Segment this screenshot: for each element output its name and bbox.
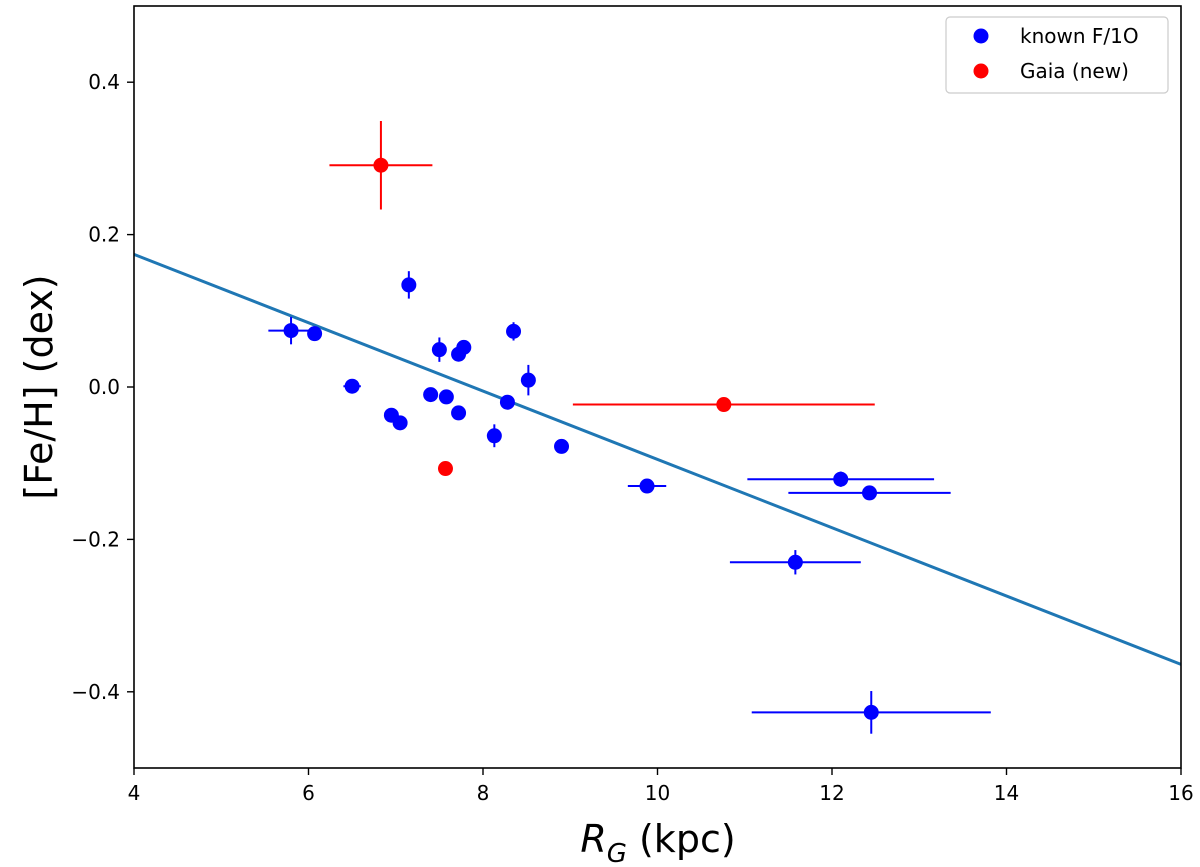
y-tick-label: 0.4 <box>88 70 120 94</box>
data-point-known <box>344 378 360 394</box>
x-tick-label: 14 <box>994 781 1019 805</box>
legend-marker-gaia <box>973 63 989 79</box>
y-tick-label: −0.4 <box>71 680 120 704</box>
data-point-known <box>639 478 655 494</box>
errorbar-layer <box>268 121 991 734</box>
data-point-gaia <box>716 397 732 413</box>
legend-marker-known <box>973 28 989 44</box>
x-tick-label: 6 <box>302 781 315 805</box>
data-point-known <box>833 471 849 487</box>
legend-label-known: known F/1O <box>1020 24 1139 48</box>
x-tick-label: 8 <box>477 781 490 805</box>
data-point-known <box>486 428 502 444</box>
data-point-known <box>431 342 447 358</box>
data-point-known <box>392 415 408 431</box>
data-point-known <box>554 438 570 454</box>
y-tick-label: −0.2 <box>71 527 120 551</box>
data-point-known <box>862 485 878 501</box>
data-point-gaia <box>437 461 453 477</box>
data-point-known <box>423 387 439 403</box>
legend-box <box>945 16 1169 94</box>
x-tick-label: 4 <box>128 781 141 805</box>
y-tick-label: 0.0 <box>88 375 120 399</box>
data-point-known <box>438 389 454 405</box>
y-tick-label: 0.2 <box>88 223 120 247</box>
x-tick-label: 12 <box>819 781 844 805</box>
tick-layer: 4 6 8 10 12 14 16 −0.4 −0.2 0.0 0.2 0.4 <box>71 70 1193 805</box>
legend: known F/1O Gaia (new) <box>945 16 1169 94</box>
data-point-known <box>283 323 299 339</box>
legend-label-gaia: Gaia (new) <box>1020 59 1129 83</box>
plot-frame <box>133 5 1182 769</box>
x-tick-label: 16 <box>1168 781 1193 805</box>
fit-line-layer <box>133 253 1182 666</box>
data-point-gaia <box>373 157 389 173</box>
data-point-known <box>787 554 803 570</box>
fit-line <box>133 253 1182 666</box>
data-point-known <box>863 704 879 720</box>
data-point-known <box>499 394 515 410</box>
data-point-known <box>307 326 323 342</box>
x-tick-label: 10 <box>645 781 670 805</box>
y-axis-label: [Fe/H] (dex) <box>17 274 61 499</box>
x-axis-label: RG (kpc) <box>580 817 735 867</box>
data-point-known <box>456 339 472 355</box>
data-point-known <box>401 277 417 293</box>
data-point-known <box>451 405 467 421</box>
data-point-known <box>520 372 536 388</box>
data-point-known <box>506 323 522 339</box>
point-layer <box>283 157 879 720</box>
